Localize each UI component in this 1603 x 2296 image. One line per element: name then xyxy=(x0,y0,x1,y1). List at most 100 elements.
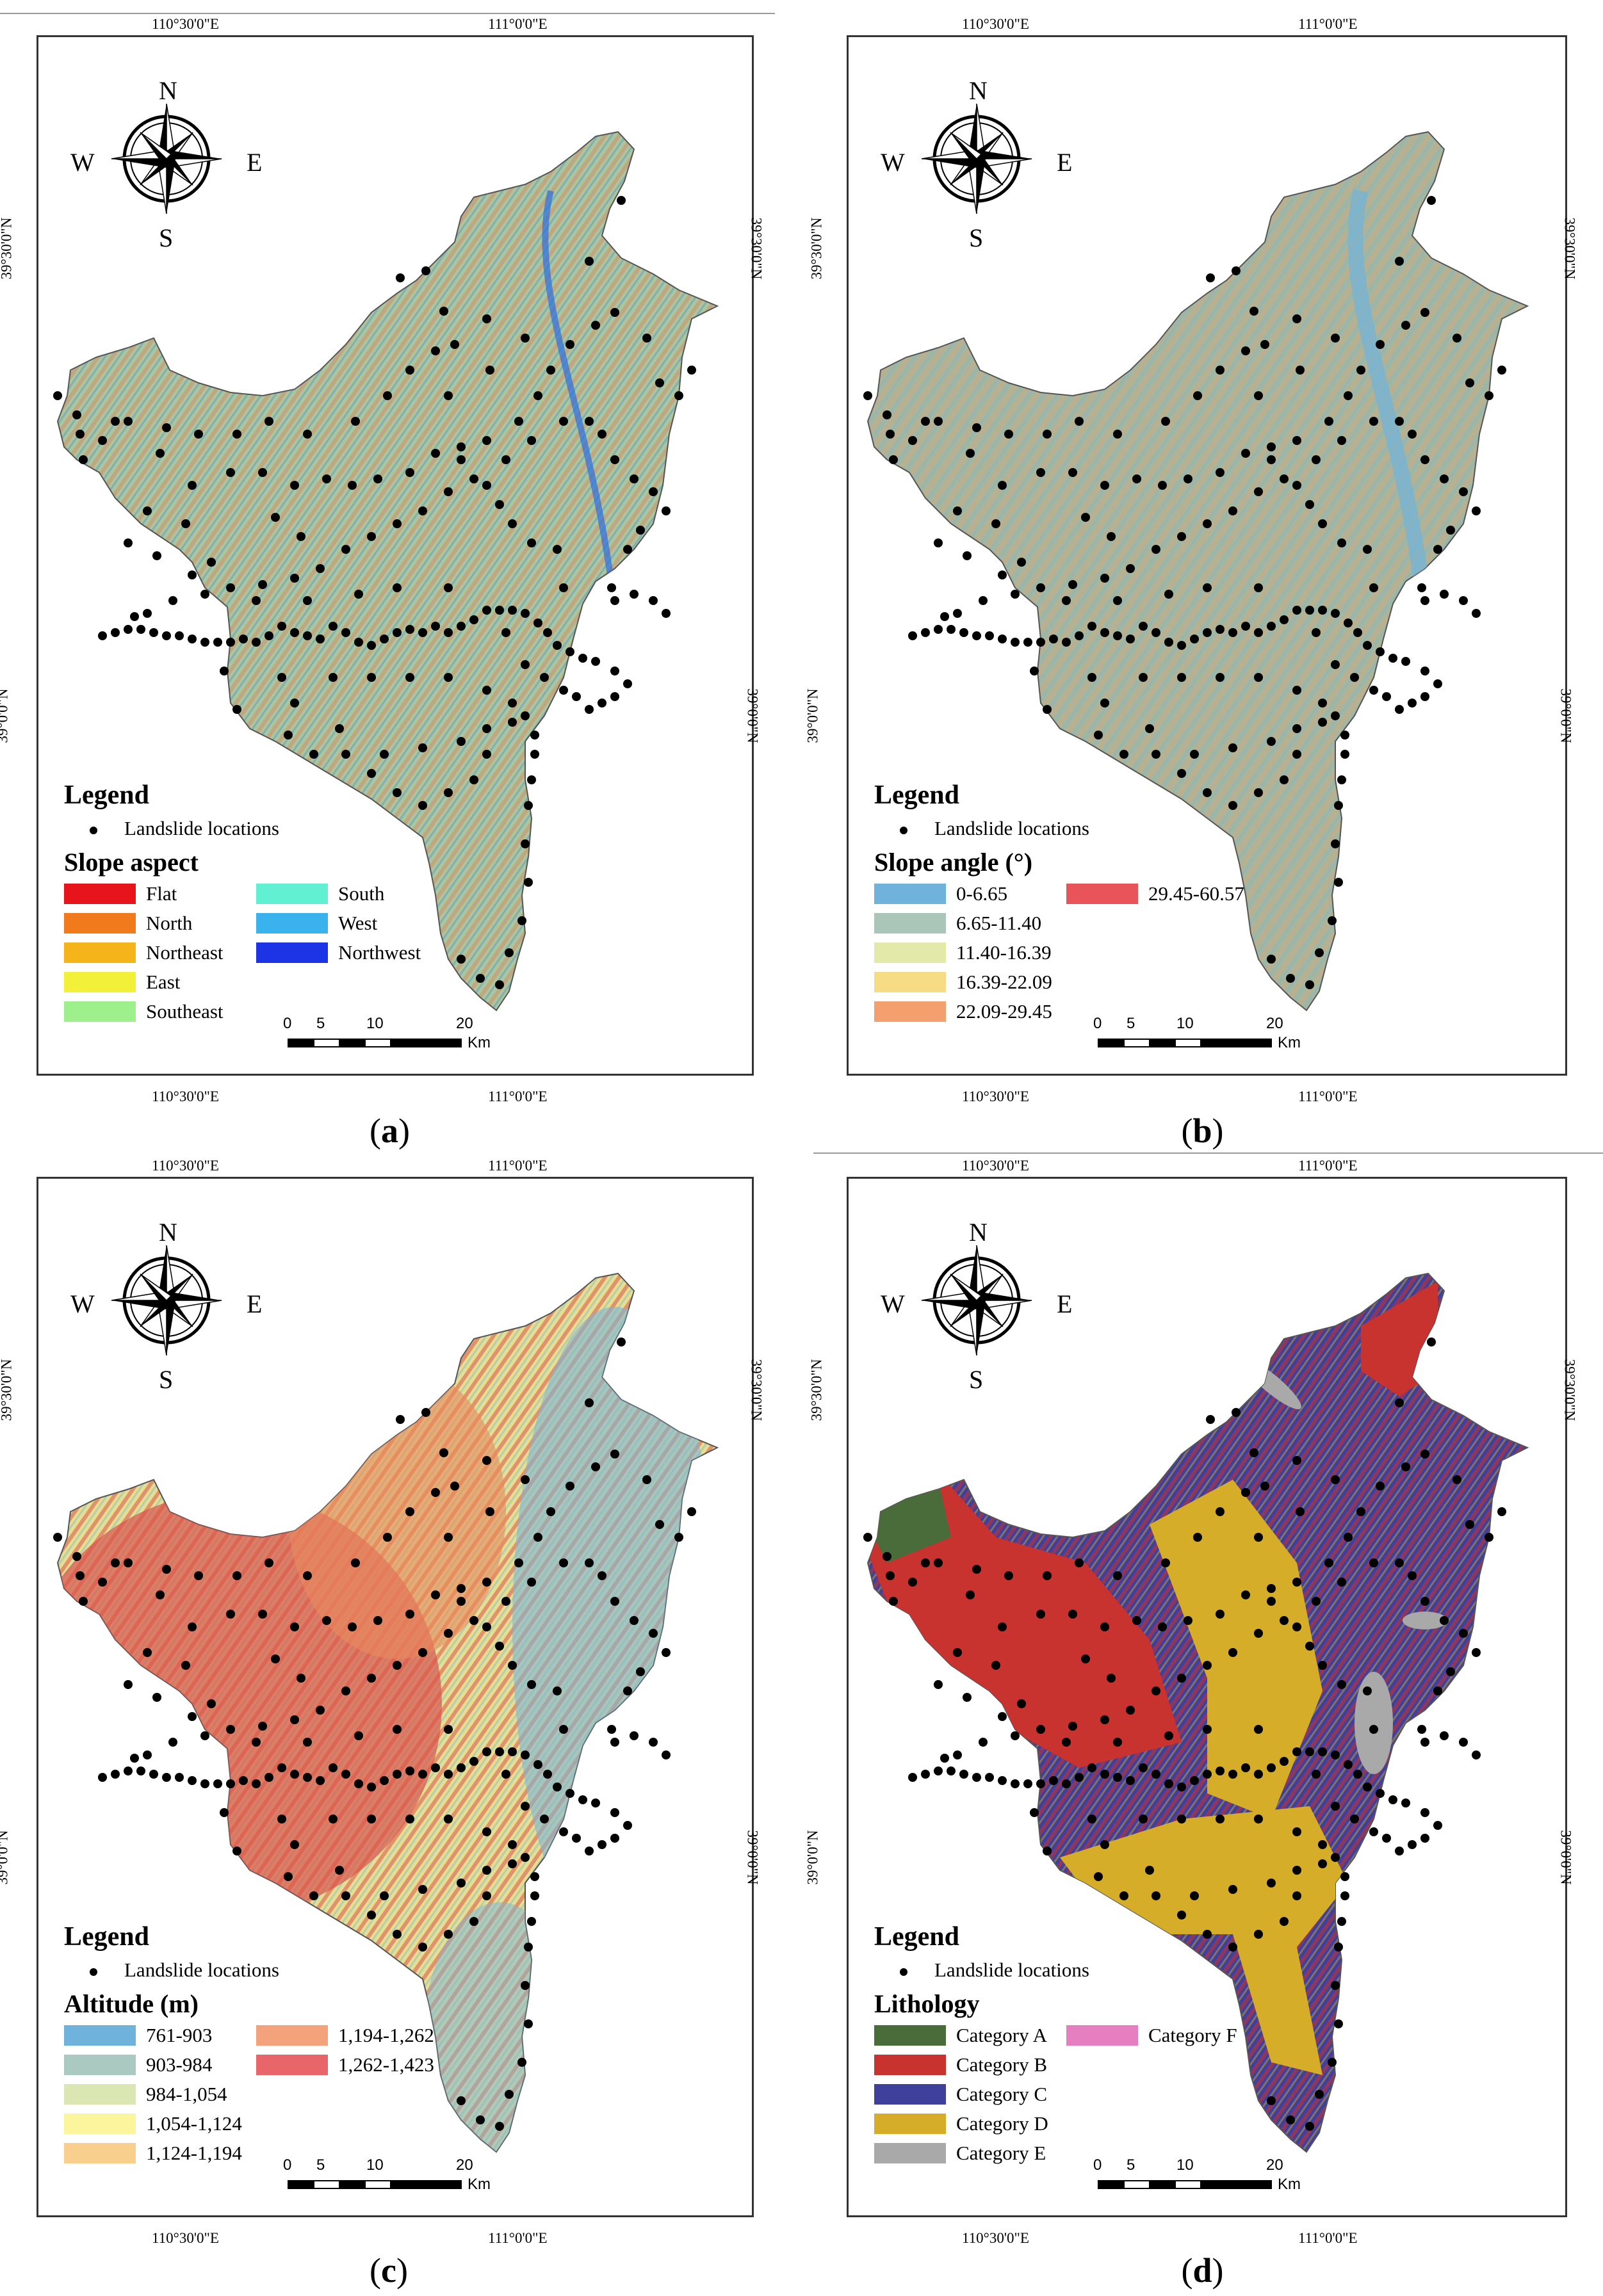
landslide-point xyxy=(1216,625,1225,634)
landslide-point xyxy=(367,532,376,541)
landslide-point xyxy=(1062,1779,1071,1788)
map-canvas xyxy=(53,103,719,1047)
landslide-point xyxy=(1158,481,1167,490)
legend-class-item: 1,194-1,262 xyxy=(256,2024,434,2047)
panel-caption: (d) xyxy=(1181,2251,1224,2290)
landslide-point xyxy=(921,1770,930,1779)
legend-swatch xyxy=(256,942,328,963)
landslide-point xyxy=(1296,366,1305,375)
landslide-point xyxy=(380,1776,389,1785)
panel-caption: (a) xyxy=(370,1112,410,1150)
landslide-point xyxy=(418,1770,427,1779)
landslide-point xyxy=(1472,1648,1481,1657)
landslide-point xyxy=(258,468,267,477)
legend-class-item: East xyxy=(64,971,180,994)
landslide-point xyxy=(380,1891,389,1900)
landslide-point xyxy=(1452,334,1461,343)
landslide-point xyxy=(469,1757,478,1766)
longitude-label-top: 110°30'0"E xyxy=(152,16,219,32)
landslide-point xyxy=(1292,1827,1301,1836)
landslide-point xyxy=(1452,1475,1461,1484)
landslide-point xyxy=(393,1725,402,1734)
landslide-point xyxy=(457,1763,466,1772)
landslide-point xyxy=(972,1773,981,1782)
landslide-point xyxy=(1408,1840,1417,1849)
landslide-point xyxy=(303,631,312,640)
landslide-point xyxy=(585,705,594,714)
landslide-point xyxy=(610,1738,619,1747)
landslide-point xyxy=(495,2122,504,2131)
scale-tick-label: 5 xyxy=(1127,2156,1135,2174)
landslide-point xyxy=(1305,1642,1314,1651)
landslide-point xyxy=(303,1571,312,1580)
landslide-point xyxy=(1305,980,1314,989)
landslide-point xyxy=(309,1891,318,1900)
landslide-point xyxy=(277,673,286,682)
landslide-point xyxy=(1337,775,1346,784)
landslide-point xyxy=(1177,673,1186,682)
landslide-point xyxy=(329,1763,338,1772)
latitude-label-right: 39°30'0"N xyxy=(748,217,765,280)
landslide-point xyxy=(1075,1773,1084,1782)
panel-caption-letter: d xyxy=(1192,2251,1212,2290)
landslide-point xyxy=(226,1610,235,1619)
landslide-point xyxy=(136,625,145,634)
landslide-point xyxy=(1376,340,1385,349)
legend-class-label: 1,054-1,124 xyxy=(146,2112,242,2135)
latitude-label-right: 39°0'0"N xyxy=(744,1830,761,1885)
scale-bar xyxy=(1098,2180,1272,2189)
landslide-point xyxy=(1228,801,1237,810)
landslide-point xyxy=(335,1866,344,1875)
landslide-point xyxy=(1459,1629,1468,1638)
landslide-point xyxy=(444,391,453,400)
landslide-point xyxy=(630,474,639,483)
landslide-point xyxy=(1260,340,1269,349)
landslide-point xyxy=(1011,1779,1020,1788)
landslide-point xyxy=(1331,711,1340,720)
landslide-point xyxy=(277,622,286,631)
landslide-point xyxy=(1107,532,1116,541)
scale-tick-label: 10 xyxy=(366,1015,384,1032)
legend-class-label: 29.45-60.57 xyxy=(1148,882,1244,905)
landslide-point xyxy=(1216,673,1225,682)
landslide-point xyxy=(322,474,331,483)
landslide-point xyxy=(886,430,895,439)
landslide-point xyxy=(1267,442,1276,451)
landslide-point xyxy=(1420,692,1429,701)
landslide-point xyxy=(1427,196,1436,205)
landslide-point xyxy=(553,1783,562,1791)
landslide-point xyxy=(393,1770,402,1779)
landslide-point xyxy=(1087,622,1096,631)
landslide-point xyxy=(1267,737,1276,746)
landslide-point xyxy=(1203,1770,1212,1779)
landslide-point xyxy=(598,1840,606,1849)
panel-caption: (c) xyxy=(370,2251,408,2290)
landslide-point xyxy=(1433,545,1442,554)
latitude-label-right: 39°30'0"N xyxy=(1561,1359,1578,1421)
landslide-point xyxy=(649,596,658,605)
landslide-point xyxy=(1075,1558,1084,1567)
landslide-point xyxy=(354,1731,363,1740)
landslide-point xyxy=(341,628,350,637)
landslide-point xyxy=(1081,1654,1090,1663)
landslide-point xyxy=(610,692,619,701)
landslide-point xyxy=(143,609,152,618)
landslide-point xyxy=(1280,775,1289,784)
landslide-point xyxy=(521,609,530,618)
landslide-point xyxy=(367,1815,376,1823)
landslide-point xyxy=(1395,1847,1404,1855)
landslide-point xyxy=(439,1448,448,1457)
landslide-point xyxy=(418,743,427,752)
legend-class-item: 1,262-1,423 xyxy=(256,2053,434,2076)
landslide-point xyxy=(136,1766,145,1775)
landslide-point xyxy=(1318,718,1327,727)
latitude-label-right: 39°0'0"N xyxy=(1558,1830,1574,1885)
landslide-point xyxy=(636,526,645,535)
landslide-point xyxy=(940,1754,949,1763)
landslide-point xyxy=(524,878,533,887)
landslide-point xyxy=(1190,635,1199,643)
latitude-label-right: 39°0'0"N xyxy=(744,688,761,743)
legend-title: Legend xyxy=(64,780,150,810)
landslide-point xyxy=(1369,1725,1378,1734)
legend-swatch xyxy=(874,2055,946,2075)
